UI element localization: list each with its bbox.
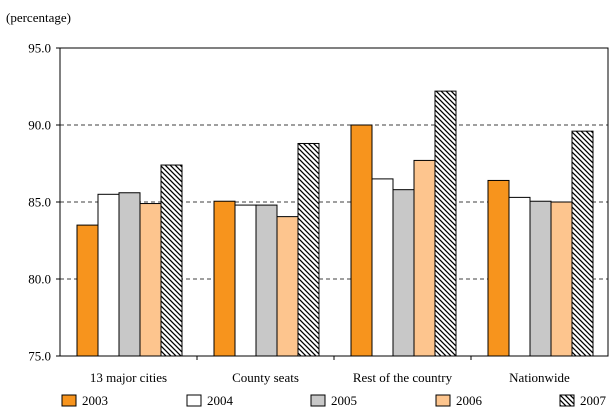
legend-swatch-2003 bbox=[61, 394, 77, 407]
category-label: 13 major cities bbox=[90, 370, 167, 385]
legend-label: 2005 bbox=[331, 393, 357, 408]
y-axis-ticks: 75.0 80.0 85.0 90.0 95.0 bbox=[28, 41, 60, 364]
x-axis-labels: 13 major cities County seats Rest of the c… bbox=[90, 370, 570, 385]
legend-label: 2004 bbox=[207, 393, 234, 408]
bar-2004-3 bbox=[508, 196, 531, 357]
bar-2007-2 bbox=[434, 90, 457, 357]
bar-2007-0 bbox=[160, 164, 183, 357]
y-axis-unit-label: (percentage) bbox=[6, 10, 71, 25]
legend-swatch-2006 bbox=[435, 394, 451, 407]
y-tick-label: 85.0 bbox=[28, 195, 51, 210]
category-label: County seats bbox=[232, 370, 299, 385]
y-tick-label: 80.0 bbox=[28, 272, 51, 287]
category-label: Rest of the country bbox=[353, 370, 453, 385]
bar-2005-3 bbox=[529, 200, 552, 357]
bar-2005-1 bbox=[255, 204, 278, 357]
legend: 2003 2004 2005 2006 2007 bbox=[61, 393, 607, 408]
bar-2006-2 bbox=[413, 159, 436, 357]
bar-2007-1 bbox=[297, 142, 320, 357]
bar-2007-3 bbox=[571, 130, 594, 357]
plot-area: 75.0 80.0 85.0 90.0 95.0 bbox=[28, 41, 609, 364]
legend-label: 2006 bbox=[456, 393, 483, 408]
bar-2006-3 bbox=[550, 201, 573, 357]
bar-2004-0 bbox=[97, 193, 120, 357]
legend-swatch-2005 bbox=[310, 394, 326, 407]
bar-2006-1 bbox=[276, 216, 299, 357]
x-axis-ticks bbox=[196, 356, 472, 360]
bar-2004-1 bbox=[234, 204, 257, 357]
bar-2005-0 bbox=[118, 192, 141, 357]
bar-2003-1 bbox=[213, 200, 236, 357]
bar-2004-2 bbox=[371, 178, 394, 357]
bars bbox=[76, 90, 594, 357]
category-label: Nationwide bbox=[509, 370, 570, 385]
bar-2005-2 bbox=[392, 189, 415, 357]
legend-label: 2007 bbox=[580, 393, 607, 408]
legend-swatch-2004 bbox=[186, 394, 202, 407]
bar-2003-2 bbox=[350, 124, 373, 357]
bar-2006-0 bbox=[139, 203, 162, 357]
y-tick-label: 95.0 bbox=[28, 41, 51, 56]
legend-label: 2003 bbox=[82, 393, 108, 408]
bar-2003-0 bbox=[76, 224, 99, 357]
y-tick-label: 90.0 bbox=[28, 118, 51, 133]
bar-2003-3 bbox=[487, 179, 510, 357]
y-tick-label: 75.0 bbox=[28, 349, 51, 364]
legend-swatch-2007 bbox=[559, 394, 575, 407]
